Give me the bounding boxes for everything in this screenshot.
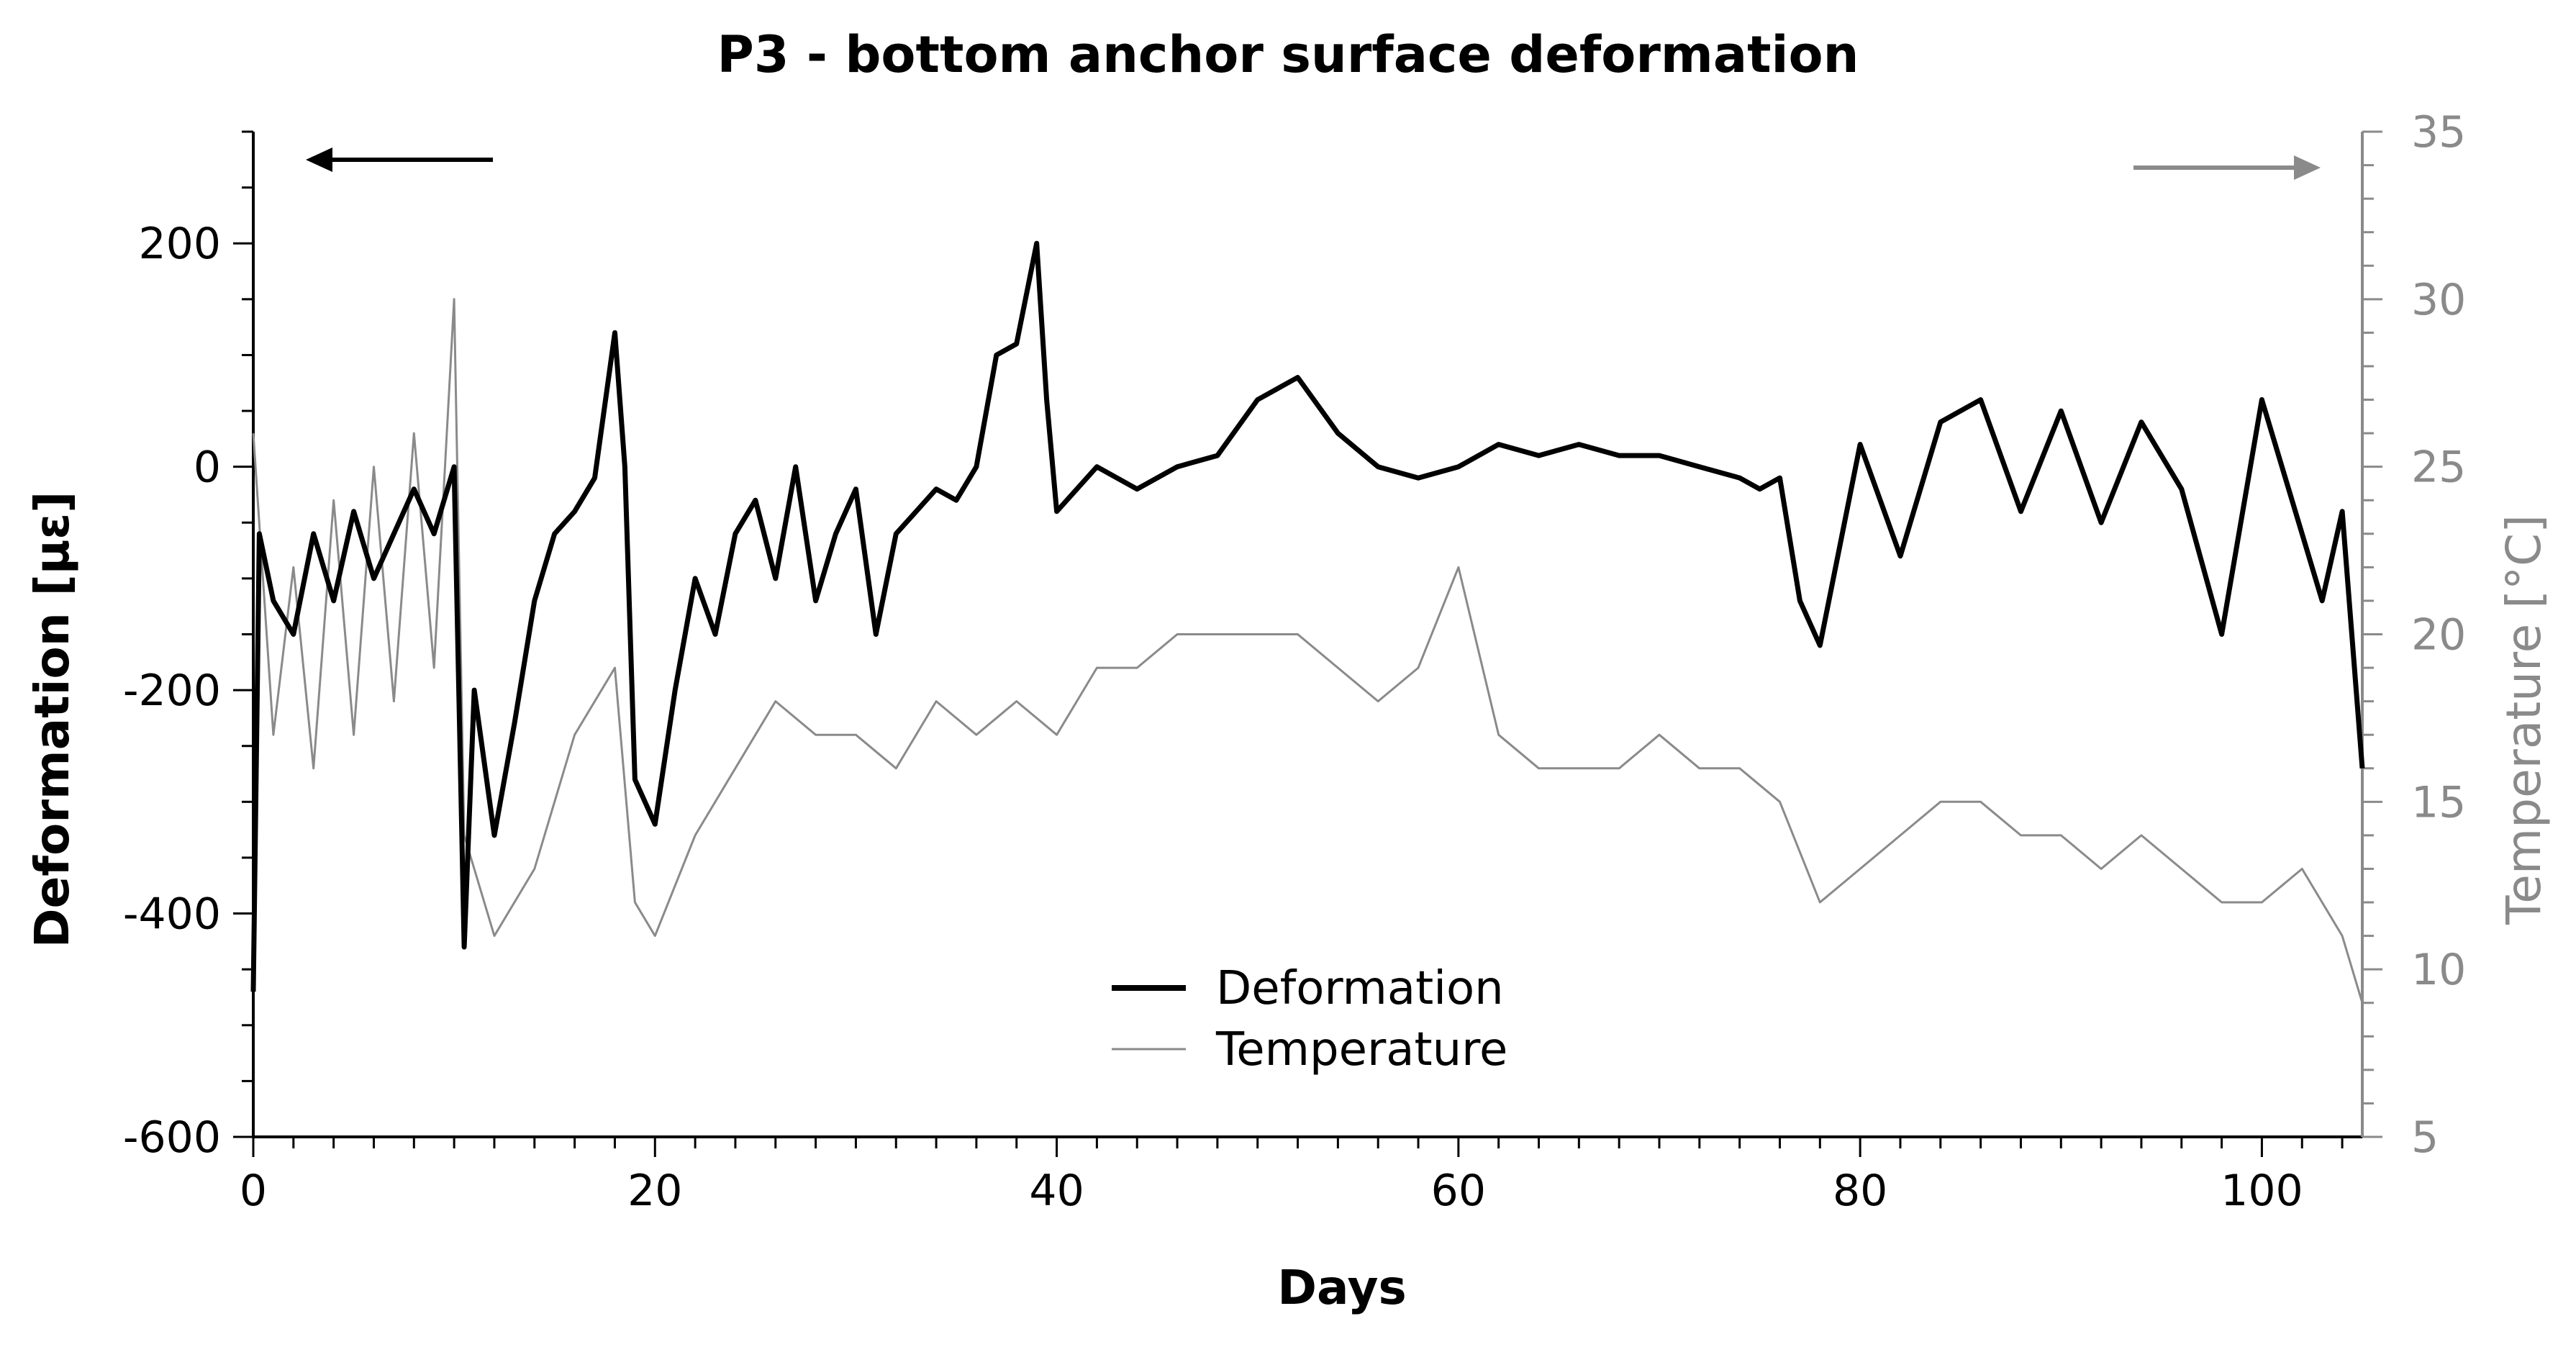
x-axis-label: Days	[1277, 1260, 1407, 1315]
x-tick-label: 100	[2221, 1166, 2303, 1216]
legend-label-temperature: Temperature	[1215, 1023, 1507, 1076]
axes-layer: 0 20 40 60 80 100 -600 -400 -200 0 200 5 10 15 20 25 30 3…	[123, 107, 2467, 1216]
legend-label-deformation: Deformation	[1216, 962, 1504, 1015]
y-tick-label: -200	[123, 666, 221, 716]
chart-title: P3 - bottom anchor surface deformation	[717, 25, 1859, 84]
y2-tick-label: 30	[2411, 275, 2466, 325]
axis-arrows	[306, 148, 2321, 180]
x-tick-label: 0	[240, 1166, 267, 1216]
y-tick-label: -400	[123, 889, 221, 940]
legend: Deformation Temperature	[1112, 962, 1507, 1076]
y2-tick-label: 20	[2411, 610, 2466, 661]
x-tick-label: 40	[1029, 1166, 1084, 1216]
y-tick-label: 0	[194, 443, 221, 493]
left-axis-arrow-head	[306, 148, 332, 172]
series-layer	[250, 240, 2365, 1004]
y2-tick-label: 5	[2411, 1112, 2439, 1163]
right-axis-arrow-head	[2294, 155, 2321, 180]
y2-tick-label: 35	[2411, 107, 2466, 158]
y2-tick-label: 15	[2411, 777, 2466, 827]
y2-tick-label: 10	[2411, 945, 2466, 995]
x-tick-label: 60	[1431, 1166, 1486, 1216]
y2-axis-label: Temperature [°C]	[2496, 514, 2552, 925]
y-tick-label: 200	[138, 219, 221, 269]
y-axis-label: Deformation [με]	[24, 491, 80, 948]
x-tick-label: 20	[627, 1166, 682, 1216]
series-line-deformation	[250, 240, 2365, 992]
y-tick-label: -600	[123, 1112, 221, 1163]
y2-tick-label: 25	[2411, 443, 2466, 493]
series-line-temperature	[252, 298, 2364, 1004]
x-tick-label: 80	[1833, 1166, 1887, 1216]
